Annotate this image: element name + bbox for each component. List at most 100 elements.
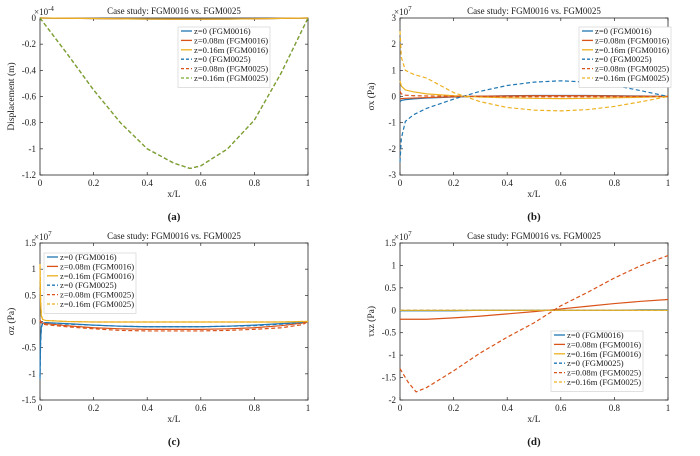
chart-title: Case study: FGM0016 vs. FGM0025 bbox=[107, 231, 241, 241]
legend-entry: z=0.16m (FGM0025) bbox=[194, 73, 268, 83]
legend: z=0 (FGM0016)z=0.08m (FGM0016)z=0.16m (F… bbox=[578, 26, 672, 88]
x-tick-label: 0.2 bbox=[448, 178, 459, 188]
legend-entry: z=0 (FGM0025) bbox=[595, 54, 652, 64]
series-line-5 bbox=[399, 254, 669, 393]
y-exponent: ×107 bbox=[34, 230, 52, 242]
panel-c: 0 0.2 0.4 0.6 0.8 1 1.5 1 0.5 0 -0.5 -1 -1.5 ×107 Case… bbox=[6, 230, 310, 448]
chart-title: Case study: FGM0016 vs. FGM0025 bbox=[467, 231, 601, 241]
y-tick-label: -1.5 bbox=[22, 395, 37, 405]
y-tick-label: -0.5 bbox=[22, 343, 37, 353]
y-tick-label: -1 bbox=[389, 350, 397, 360]
x-tick-label: 0.8 bbox=[609, 403, 621, 413]
series-line-2 bbox=[400, 298, 669, 320]
legend-box bbox=[550, 330, 644, 392]
y-tick-label: -0.8 bbox=[22, 118, 37, 128]
legend-box bbox=[578, 26, 672, 88]
y-axis-label: τxz (Pa) bbox=[366, 306, 377, 337]
x-tick-label: 0.8 bbox=[249, 178, 261, 188]
legend-entry: z=0 (FGM0016) bbox=[194, 26, 251, 36]
y-tick-label: 0.5 bbox=[385, 283, 397, 293]
y-tick-label: 0 bbox=[32, 13, 37, 23]
y-tick-label: -0.6 bbox=[22, 92, 37, 102]
x-tick-label: 0.2 bbox=[88, 403, 99, 413]
y-tick-label: 0 bbox=[32, 317, 37, 327]
panel-d: 0 0.2 0.4 0.6 0.8 1 1.5 1 0.5 0 -0.5 -1 -1.5 -2 ×107 Ca… bbox=[366, 230, 670, 448]
legend: z=0 (FGM0016)z=0.08m (FGM0016)z=0.16m (F… bbox=[177, 26, 271, 88]
y-tick-label: 0.5 bbox=[25, 290, 37, 300]
y-tick-label: -1 bbox=[389, 118, 397, 128]
legend-entry: z=0.08m (FGM0025) bbox=[567, 368, 641, 378]
y-exponent: ×107 bbox=[394, 230, 412, 242]
series-line-5 bbox=[39, 319, 309, 332]
y-tick-label: -0.5 bbox=[382, 328, 397, 338]
y-exponent: ×10-4 bbox=[34, 5, 54, 17]
series-line-6 bbox=[399, 31, 669, 112]
x-axis-label: x/L bbox=[527, 190, 540, 200]
x-tick-label: 1 bbox=[666, 178, 671, 188]
x-tick-label: 0.4 bbox=[502, 178, 514, 188]
y-tick-label: -1.2 bbox=[22, 170, 36, 180]
x-tick-label: 1 bbox=[306, 178, 311, 188]
x-tick-label: 0 bbox=[38, 178, 43, 188]
legend-entry: z=0.08m (FGM0016) bbox=[60, 261, 134, 271]
panel-b: 0 0.2 0.4 0.6 0.8 1 3 2 1 0 -1 -2 -3 ×107 Case study: … bbox=[366, 5, 672, 223]
x-tick-label: 0.8 bbox=[609, 178, 621, 188]
series-line-6 bbox=[39, 17, 309, 170]
series-line-6 bbox=[39, 263, 308, 323]
y-axis-label: σx (Pa) bbox=[366, 82, 377, 110]
legend: z=0 (FGM0016)z=0.08m (FGM0016)z=0.16m (F… bbox=[43, 252, 137, 314]
legend-entry: z=0.08m (FGM0016) bbox=[194, 35, 268, 45]
panel-label: (d) bbox=[527, 436, 541, 448]
x-tick-label: 0.6 bbox=[555, 403, 567, 413]
chart-title: Case study: FGM0016 vs. FGM0025 bbox=[107, 6, 241, 16]
series-line-4 bbox=[399, 80, 669, 162]
legend-entry: z=0 (FGM0016) bbox=[567, 330, 624, 340]
x-tick-label: 0.2 bbox=[448, 403, 459, 413]
y-tick-label: -2 bbox=[389, 395, 397, 405]
x-tick-label: 0.4 bbox=[502, 403, 514, 413]
legend-entry: z=0.16m (FGM0016) bbox=[194, 45, 268, 55]
y-axis-label: σz (Pa) bbox=[6, 308, 17, 336]
x-axis-label: x/L bbox=[167, 415, 180, 425]
y-tick-label: -1 bbox=[29, 369, 37, 379]
y-tick-label: 0 bbox=[392, 305, 397, 315]
legend-entry: z=0 (FGM0016) bbox=[595, 26, 652, 36]
legend-entry: z=0 (FGM0016) bbox=[60, 252, 117, 262]
legend-entry: z=0.16m (FGM0025) bbox=[595, 73, 669, 83]
x-tick-label: 0.6 bbox=[195, 403, 207, 413]
y-tick-label: 1 bbox=[392, 65, 397, 75]
legend-entry: z=0.08m (FGM0025) bbox=[60, 290, 134, 300]
y-tick-label: -3 bbox=[389, 170, 397, 180]
y-tick-label: 1.5 bbox=[385, 238, 397, 248]
y-tick-label: -1.5 bbox=[382, 373, 397, 383]
y-tick-label: 1 bbox=[392, 260, 397, 270]
series-line-3 bbox=[39, 17, 309, 20]
legend-entry: z=0.08m (FGM0025) bbox=[595, 64, 669, 74]
y-tick-label: 2 bbox=[392, 39, 397, 49]
legend-entry: z=0.16m (FGM0016) bbox=[60, 271, 134, 281]
x-axis-label: x/L bbox=[527, 415, 540, 425]
y-tick-label: 3 bbox=[392, 13, 397, 23]
series-line-2 bbox=[399, 95, 669, 100]
x-tick-label: 0.4 bbox=[142, 178, 154, 188]
legend-entry: z=0 (FGM0025) bbox=[60, 280, 117, 290]
legend-box bbox=[43, 252, 137, 314]
x-tick-label: 1 bbox=[666, 403, 671, 413]
panel-label: (b) bbox=[527, 211, 541, 223]
y-axis-label: Displacement (m) bbox=[6, 62, 17, 130]
y-tick-label: -1 bbox=[29, 144, 37, 154]
y-exponent: ×107 bbox=[394, 5, 412, 17]
x-tick-label: 0 bbox=[38, 403, 43, 413]
y-tick-label: -0.4 bbox=[22, 65, 37, 75]
panel-a: 0 0.2 0.4 0.6 0.8 1 0 -0.2 -0.4 -0.6 -0.8 -1 -1.2 ×10… bbox=[6, 5, 310, 223]
legend-entry: z=0.08m (FGM0016) bbox=[595, 35, 669, 45]
series-line-4 bbox=[39, 320, 309, 380]
x-tick-label: 0.8 bbox=[249, 403, 261, 413]
legend-entry: z=0 (FGM0025) bbox=[567, 358, 624, 368]
x-tick-label: 0.2 bbox=[88, 178, 99, 188]
x-tick-label: 0 bbox=[398, 178, 403, 188]
legend-entry: z=0.16m (FGM0016) bbox=[567, 349, 641, 359]
x-tick-label: 0.4 bbox=[142, 403, 154, 413]
legend-entry: z=0.16m (FGM0016) bbox=[595, 45, 669, 55]
